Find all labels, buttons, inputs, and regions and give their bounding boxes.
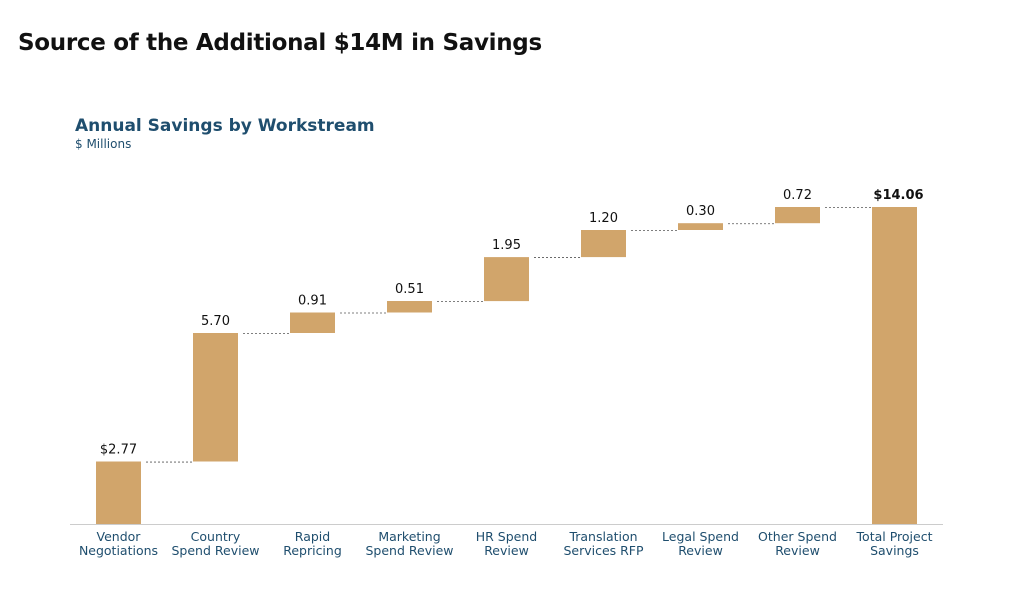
- category-label: Vendor: [97, 529, 142, 544]
- bar: [484, 257, 529, 302]
- data-label: 0.30: [686, 204, 715, 219]
- category-label: Spend Review: [366, 543, 454, 558]
- bar-total: [872, 207, 917, 524]
- data-label: 0.51: [395, 282, 424, 297]
- category-label: Translation: [568, 529, 637, 544]
- category-label: Legal Spend: [662, 529, 739, 544]
- category-label: Services RFP: [563, 543, 644, 558]
- bar: [775, 207, 820, 224]
- category-label: Spend Review: [172, 543, 260, 558]
- bar: [193, 333, 238, 462]
- category-label: Review: [484, 543, 529, 558]
- page-title: Source of the Additional $14M in Savings: [18, 30, 542, 56]
- category-label: Rapid: [295, 529, 330, 544]
- category-label: Repricing: [283, 543, 342, 558]
- category-label: Total Project: [856, 529, 933, 544]
- category-label: Country: [191, 529, 241, 544]
- data-label-total: $14.06: [873, 188, 923, 203]
- bar: [387, 301, 432, 313]
- bar: [581, 230, 626, 258]
- category-label: Savings: [870, 543, 919, 558]
- category-label: Marketing: [378, 529, 440, 544]
- category-label: Review: [775, 543, 820, 558]
- data-label: 5.70: [201, 314, 230, 329]
- data-label: 0.91: [298, 294, 327, 309]
- chart-title: Annual Savings by Workstream: [75, 116, 375, 136]
- category-label: HR Spend: [476, 529, 537, 544]
- category-label: Review: [678, 543, 723, 558]
- bar: [678, 223, 723, 230]
- bar: [96, 461, 141, 524]
- data-label: $2.77: [100, 443, 137, 458]
- data-label: 0.72: [783, 188, 812, 203]
- bar: [290, 312, 335, 333]
- chart-subtitle: $ Millions: [75, 137, 132, 151]
- category-label: Negotiations: [79, 543, 158, 558]
- data-label: 1.95: [492, 238, 521, 253]
- category-label: Other Spend: [758, 529, 837, 544]
- data-label: 1.20: [589, 211, 618, 226]
